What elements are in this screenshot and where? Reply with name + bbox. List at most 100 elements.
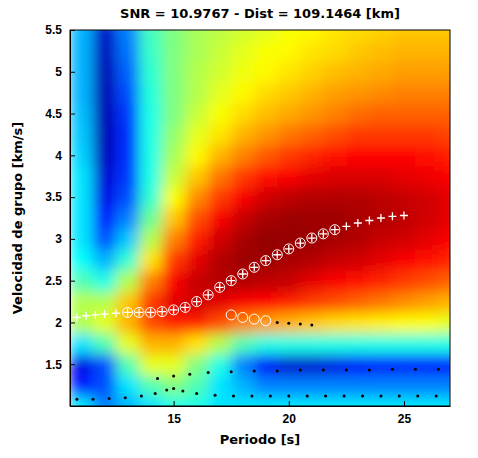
heatmap-cell	[392, 30, 416, 41]
heatmap-cell	[323, 187, 347, 208]
heatmap-cell	[208, 228, 232, 249]
heatmap-cell	[93, 61, 117, 82]
heatmap-cell	[231, 82, 255, 103]
heatmap-cell	[323, 354, 347, 375]
heatmap-cell	[185, 82, 209, 103]
heatmap-cell	[254, 228, 278, 249]
heatmap-cell	[254, 145, 278, 166]
heatmap-cell	[162, 333, 186, 354]
tick-mark	[70, 281, 75, 282]
marker	[226, 276, 236, 286]
heatmap-cell	[323, 249, 347, 270]
heatmap-cell	[93, 187, 117, 208]
marker	[91, 311, 99, 319]
marker	[112, 309, 120, 317]
heatmap-cell	[415, 30, 439, 41]
marker	[296, 239, 304, 247]
heatmap-cell	[185, 270, 209, 291]
heatmap-cell	[231, 228, 255, 249]
heatmap-cell	[323, 375, 347, 396]
heatmap-cell	[70, 375, 94, 396]
marker	[308, 234, 316, 242]
tick-mark	[70, 114, 75, 115]
marker	[165, 389, 168, 392]
marker	[414, 368, 417, 371]
heatmap-cell	[162, 270, 186, 291]
marker	[82, 312, 90, 320]
heatmap-cell	[323, 30, 347, 41]
heatmap-cell	[300, 30, 324, 41]
marker	[216, 283, 224, 291]
heatmap-cell	[93, 145, 117, 166]
marker	[135, 308, 143, 316]
heatmap-cell	[116, 208, 140, 229]
heatmap-cell	[346, 30, 370, 41]
heatmap-cell	[415, 166, 439, 187]
marker	[299, 323, 302, 326]
heatmap-cell	[70, 270, 94, 291]
heatmap-cell	[369, 103, 393, 124]
heatmap-cell	[323, 61, 347, 82]
heatmap-cell	[323, 124, 347, 145]
tick-label: 1.5	[45, 358, 62, 372]
heatmap-cell	[392, 61, 416, 82]
heatmap-cell	[208, 61, 232, 82]
heatmap-cell	[70, 312, 94, 333]
heatmap-cell	[185, 103, 209, 124]
heatmap-cell	[300, 270, 324, 291]
marker	[307, 233, 317, 243]
heatmap-cell	[116, 354, 140, 375]
heatmap-cell	[162, 396, 186, 406]
heatmap-cell	[277, 103, 301, 124]
heatmap-cell	[208, 375, 232, 396]
heatmap-cell	[185, 249, 209, 270]
heatmap-cell	[139, 333, 163, 354]
heatmap-cell	[70, 40, 94, 61]
heatmap-cell	[254, 124, 278, 145]
heatmap-cell	[254, 187, 278, 208]
heatmap-cell	[438, 103, 450, 124]
heatmap-cell	[70, 333, 94, 354]
heatmap-cell	[415, 354, 439, 375]
marker	[310, 323, 313, 326]
marker	[379, 394, 382, 397]
heatmap-cell	[139, 396, 163, 406]
heatmap-cell	[185, 312, 209, 333]
tick: 3.5	[45, 190, 75, 204]
heatmap-cell	[415, 208, 439, 229]
marker	[345, 369, 348, 372]
marker	[253, 369, 256, 372]
heatmap-cell	[231, 145, 255, 166]
marker	[261, 316, 271, 326]
heatmap-cell	[162, 40, 186, 61]
heatmap-cell	[369, 166, 393, 187]
marker	[214, 394, 217, 397]
marker	[215, 282, 225, 292]
heatmap-cell	[162, 187, 186, 208]
marker	[322, 369, 325, 372]
heatmap-cell	[346, 187, 370, 208]
heatmap-cell	[369, 249, 393, 270]
heatmap-cell	[415, 187, 439, 208]
heatmap-cell	[116, 396, 140, 406]
tick-mark	[289, 401, 290, 406]
tick: 15	[167, 401, 181, 426]
heatmap-cell	[415, 61, 439, 82]
marker	[416, 394, 419, 397]
heatmap-cell	[116, 187, 140, 208]
heatmap-cell	[415, 333, 439, 354]
heatmap-cell	[208, 30, 232, 41]
marker	[192, 297, 202, 307]
heatmap-cell	[70, 208, 94, 229]
heatmap-cell	[277, 61, 301, 82]
heatmap-cell	[415, 312, 439, 333]
heatmap	[70, 30, 450, 406]
heatmap-cell	[392, 333, 416, 354]
marker	[398, 394, 401, 397]
heatmap-cell	[231, 187, 255, 208]
tick: 3	[55, 232, 75, 246]
heatmap-cell	[162, 30, 186, 41]
heatmap-cell	[208, 312, 232, 333]
marker	[273, 251, 281, 259]
x-axis-title: Periodo [s]	[220, 432, 301, 447]
